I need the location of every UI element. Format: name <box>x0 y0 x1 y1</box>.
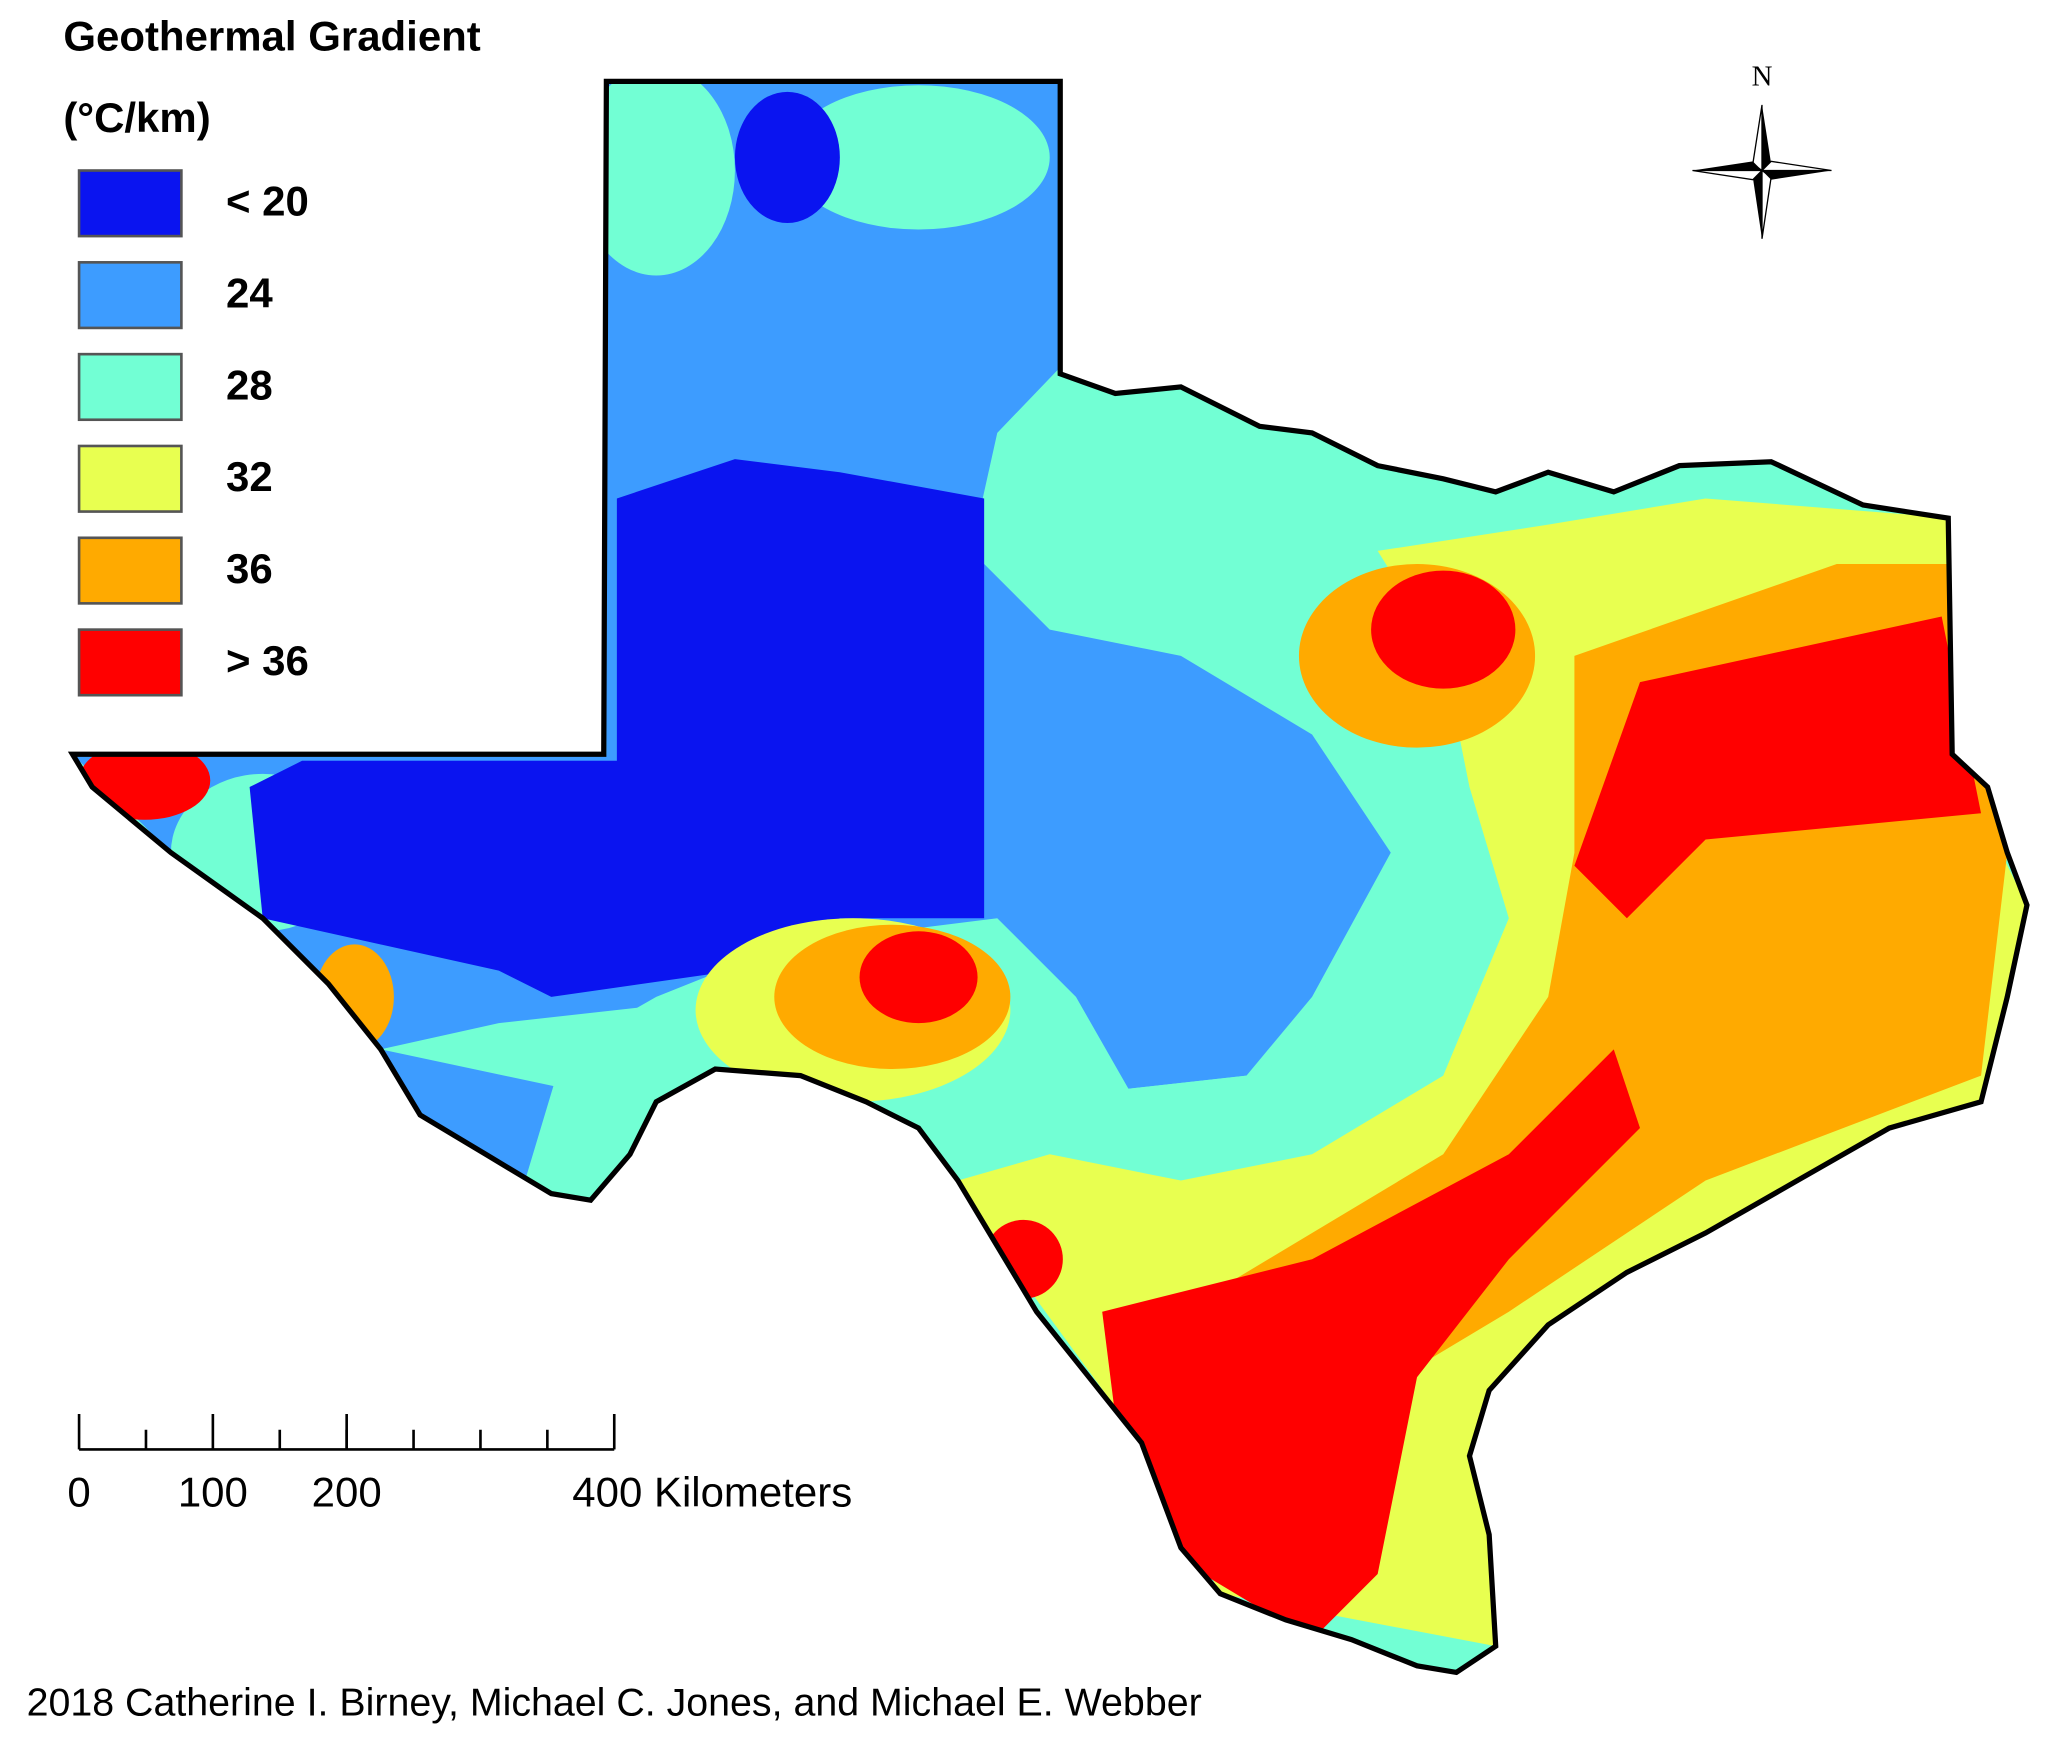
legend-swatch <box>77 169 183 238</box>
legend-label: > 36 <box>226 637 309 684</box>
legend-title: Geothermal Gradient <box>63 12 480 59</box>
legend-swatch <box>77 352 183 422</box>
zone <box>315 944 394 1050</box>
scale-label: 100 <box>178 1468 248 1515</box>
legend-swatch <box>77 536 183 605</box>
zone <box>859 931 978 1024</box>
zone <box>734 91 840 223</box>
legend-label: < 20 <box>226 178 309 225</box>
zone <box>1102 1049 1640 1640</box>
legend-swatch <box>77 444 183 513</box>
north-arrow: N <box>1692 60 1832 239</box>
scale-bar: 0 100 200 400 Kilometers <box>67 1414 852 1515</box>
legend-units: (°C/km) <box>63 94 210 141</box>
legend-label: 32 <box>226 453 273 500</box>
credit: 2018 Catherine I. Birney, Michael C. Jon… <box>27 1681 1202 1725</box>
legend-swatch <box>77 628 183 697</box>
scale-label: 0 <box>67 1468 90 1515</box>
zone <box>577 81 735 276</box>
legend-label: 28 <box>226 361 273 408</box>
legend: < 20 24 28 32 36 > 36 <box>77 169 309 697</box>
legend-label: 36 <box>226 545 273 592</box>
legend-label: 24 <box>226 270 273 317</box>
zone <box>1574 616 1982 919</box>
legend-swatch <box>77 261 183 330</box>
zone <box>1371 570 1516 689</box>
zone <box>787 85 1050 230</box>
scale-label: 200 <box>312 1468 382 1515</box>
north-label: N <box>1752 60 1773 92</box>
scale-label: 400 Kilometers <box>572 1468 852 1515</box>
